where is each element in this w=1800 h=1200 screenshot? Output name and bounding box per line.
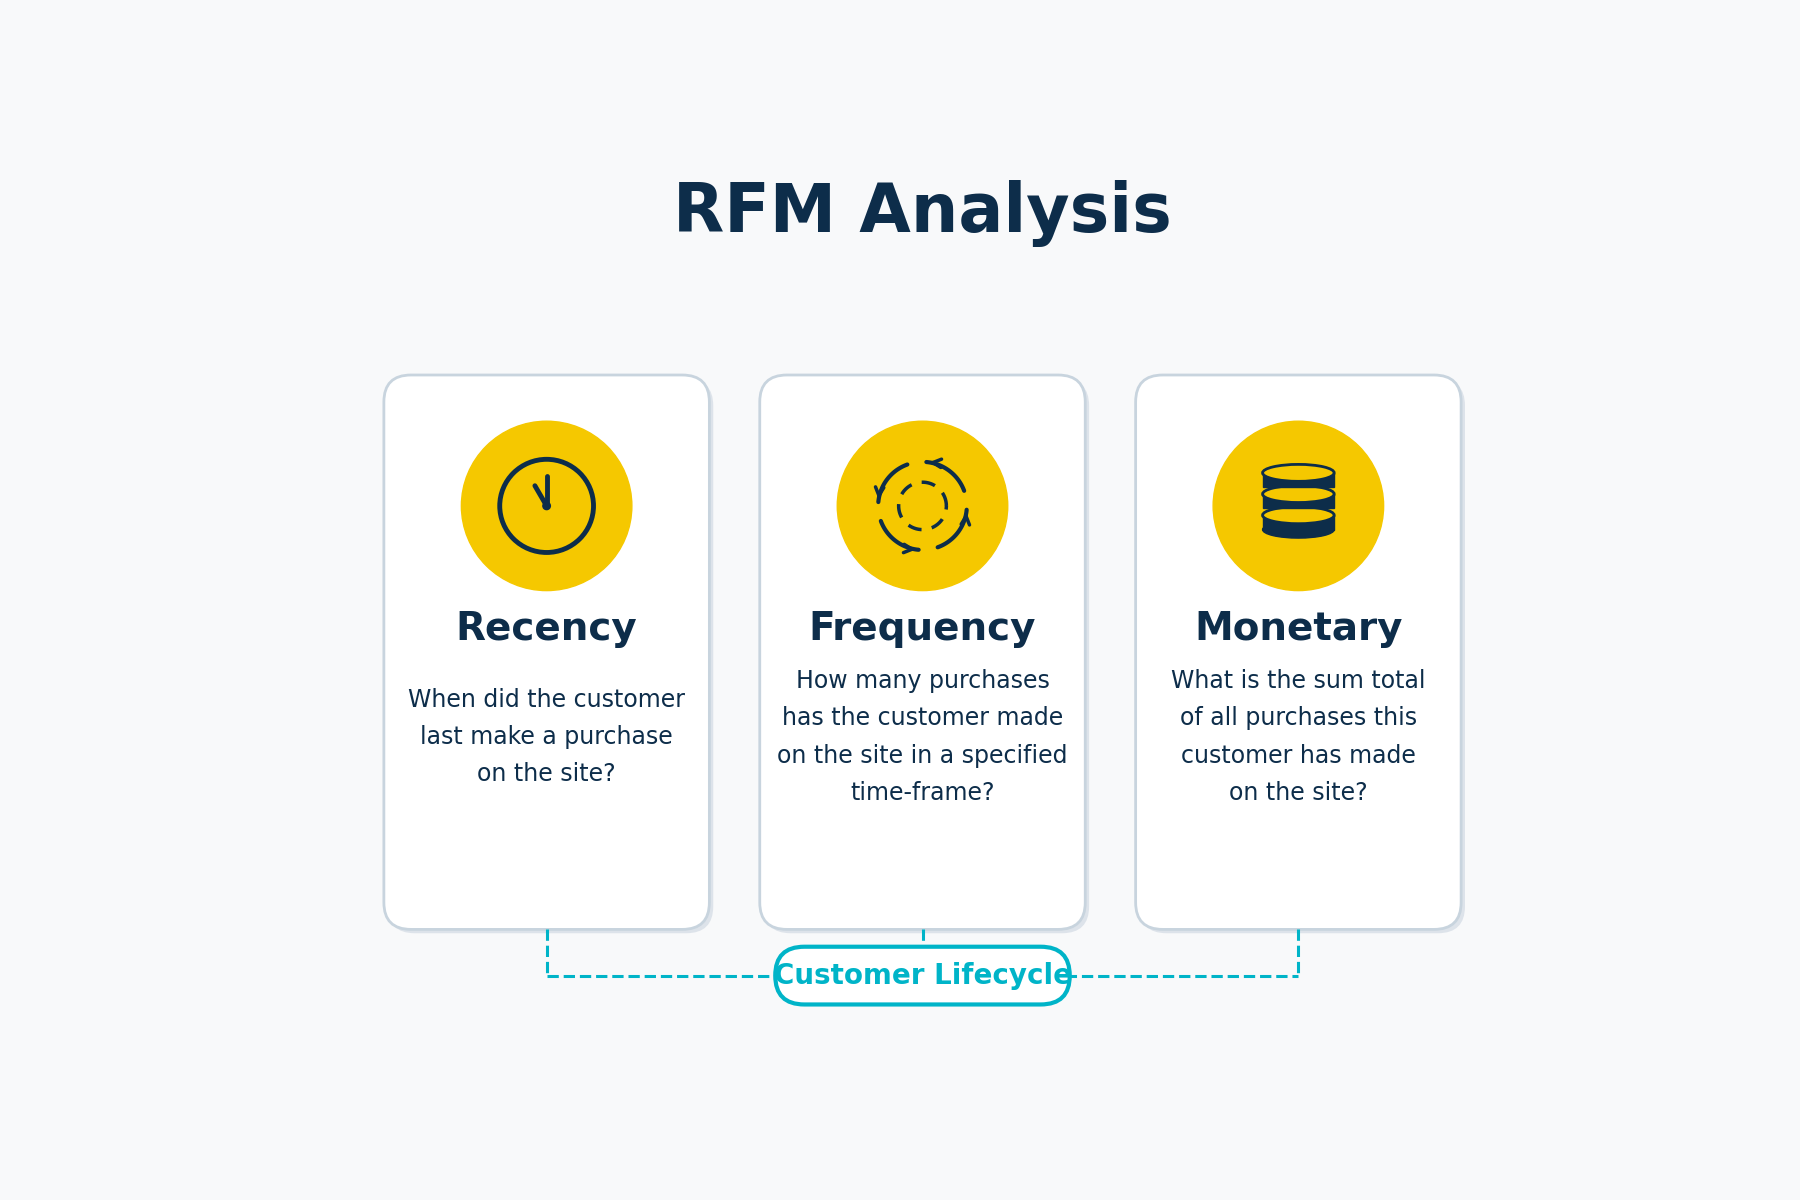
Circle shape <box>1213 421 1384 590</box>
Ellipse shape <box>1262 464 1334 481</box>
Ellipse shape <box>1262 521 1334 538</box>
FancyBboxPatch shape <box>1139 379 1465 934</box>
Polygon shape <box>1262 515 1334 529</box>
Polygon shape <box>1262 494 1334 509</box>
Text: What is the sum total
of all purchases this
customer has made
on the site?: What is the sum total of all purchases t… <box>1172 668 1426 805</box>
Ellipse shape <box>1262 486 1334 503</box>
Text: Monetary: Monetary <box>1193 610 1402 648</box>
Text: How many purchases
has the customer made
on the site in a specified
time-frame?: How many purchases has the customer made… <box>778 668 1067 805</box>
Ellipse shape <box>1262 506 1334 523</box>
FancyBboxPatch shape <box>776 947 1069 1004</box>
Text: RFM Analysis: RFM Analysis <box>673 180 1172 247</box>
FancyBboxPatch shape <box>383 374 709 929</box>
Text: Frequency: Frequency <box>808 610 1037 648</box>
Text: Recency: Recency <box>455 610 637 648</box>
FancyBboxPatch shape <box>387 379 713 934</box>
Circle shape <box>544 502 551 510</box>
Polygon shape <box>1262 473 1334 487</box>
FancyBboxPatch shape <box>760 374 1085 929</box>
Text: When did the customer
last make a purchase
on the site?: When did the customer last make a purcha… <box>409 688 686 786</box>
Circle shape <box>837 421 1008 590</box>
FancyBboxPatch shape <box>763 379 1089 934</box>
Circle shape <box>461 421 632 590</box>
FancyBboxPatch shape <box>1136 374 1462 929</box>
Text: Customer Lifecycle: Customer Lifecycle <box>774 961 1071 990</box>
